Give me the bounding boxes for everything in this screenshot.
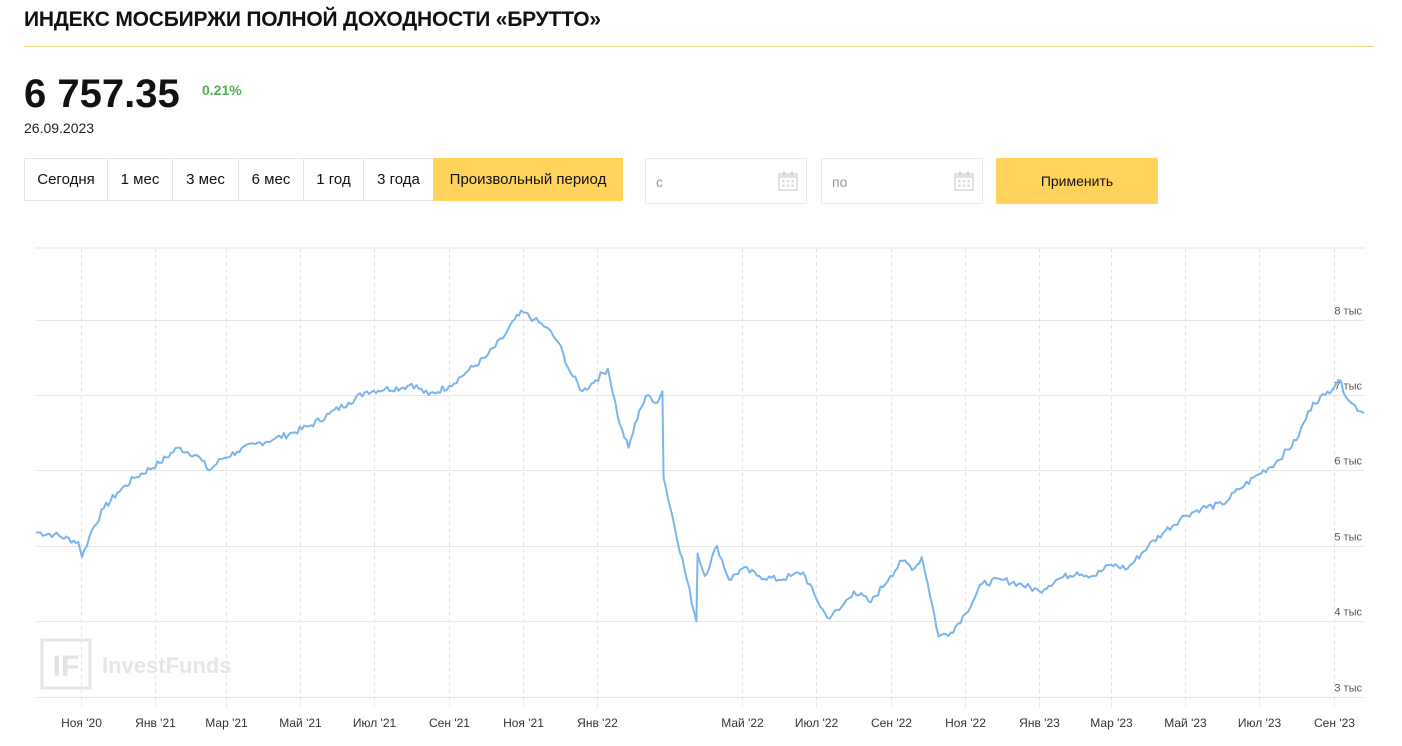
current-price: 6 757.35: [24, 72, 180, 116]
period-3m-button[interactable]: 3 мес: [172, 158, 239, 201]
calendar-icon[interactable]: [954, 171, 974, 191]
apply-button[interactable]: Применить: [996, 158, 1158, 204]
y-tick-label: 6 тыс: [1334, 456, 1362, 468]
watermark-text: InvestFunds: [102, 653, 232, 678]
series-line: [35, 309, 1365, 638]
x-tick-label: Янв '21: [135, 716, 176, 730]
x-tick-label: Янв '22: [577, 716, 618, 730]
period-today-button[interactable]: Сегодня: [24, 158, 108, 201]
x-tick-label: Сен '23: [1314, 716, 1355, 730]
watermark-logo-frame: [40, 638, 92, 690]
price-change-badge: 0.21%: [202, 82, 242, 98]
x-tick-label: Мар '23: [1090, 716, 1133, 730]
period-selector: Сегодня 1 мес 3 мес 6 мес 1 год 3 года П…: [24, 158, 623, 201]
x-tick-label: Май '23: [1164, 716, 1207, 730]
period-1m-button[interactable]: 1 мес: [107, 158, 173, 201]
x-tick-label: Мар '21: [205, 716, 248, 730]
x-tick-label: Июл '22: [795, 716, 839, 730]
watermark-logo-icon: IF: [53, 650, 80, 683]
title-divider: [24, 46, 1374, 47]
x-tick-label: Май '22: [721, 716, 764, 730]
period-custom-button[interactable]: Произвольный период: [433, 158, 623, 201]
x-tick-label: Сен '21: [429, 716, 470, 730]
index-line-chart: 3 тыс 4 тыс 5 тыс 6 тыс 7 тыс 8 тыс Ноя '20 Янв…: [35, 247, 1365, 730]
x-tick-label: Ноя '21: [503, 716, 544, 730]
y-tick-label: 5 тыс: [1334, 532, 1362, 544]
x-tick-label: Июл '23: [1238, 716, 1282, 730]
page-title: ИНДЕКС МОСБИРЖИ ПОЛНОЙ ДОХОДНОСТИ «БРУТТ…: [24, 8, 601, 31]
period-3y-button[interactable]: 3 года: [363, 158, 434, 201]
price-date: 26.09.2023: [24, 120, 95, 136]
period-1y-button[interactable]: 1 год: [303, 158, 364, 201]
investfunds-watermark: IF InvestFunds: [40, 638, 232, 690]
date-from-input[interactable]: с: [645, 158, 807, 204]
x-tick-label: Ноя '20: [61, 716, 102, 730]
date-to-input[interactable]: по: [821, 158, 983, 204]
y-tick-label: 3 тыс: [1334, 683, 1362, 695]
x-tick-label: Ноя '22: [945, 716, 986, 730]
x-tick-label: Янв '23: [1019, 716, 1060, 730]
y-tick-label: 7 тыс: [1334, 381, 1362, 393]
y-tick-label: 8 тыс: [1334, 306, 1362, 318]
date-to-placeholder: по: [832, 174, 848, 190]
date-from-placeholder: с: [656, 174, 663, 190]
x-tick-label: Сен '22: [871, 716, 912, 730]
period-6m-button[interactable]: 6 мес: [238, 158, 304, 201]
x-tick-label: Май '21: [279, 716, 322, 730]
calendar-icon[interactable]: [778, 171, 798, 191]
y-tick-label: 4 тыс: [1334, 607, 1362, 619]
x-tick-label: Июл '21: [353, 716, 397, 730]
